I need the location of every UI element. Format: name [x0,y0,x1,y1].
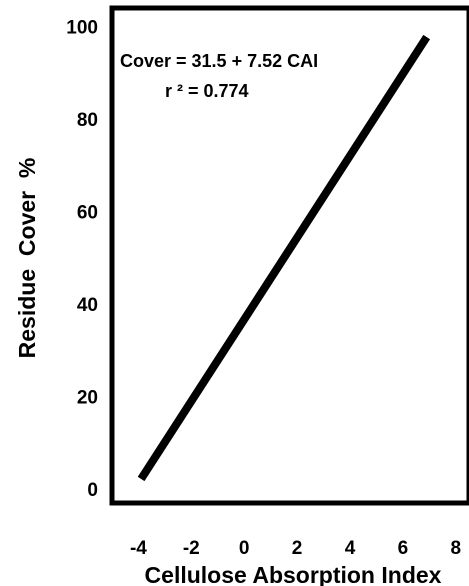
x-tick-label: 0 [239,538,250,559]
y-axis-tick-labels: 0 20 40 60 80 100 [66,18,98,502]
plot-frame [109,5,469,506]
y-tick-label: 80 [77,110,98,131]
x-axis-tick-labels: -4 -2 0 2 4 6 8 [130,538,461,559]
x-tick-label: 2 [292,538,303,559]
x-tick-label: 6 [398,538,409,559]
y-tick-label: 40 [77,295,98,316]
y-axis-title: Residue Cover % [14,158,40,359]
regression-equation: Cover = 31.5 + 7.52 CAI [120,51,318,71]
y-tick-label: 60 [77,203,98,224]
y-tick-label: 100 [66,18,98,39]
y-tick-label: 0 [87,480,98,501]
y-tick-label: 20 [77,388,98,409]
x-tick-label: -4 [130,538,147,559]
chart-marks [137,34,431,482]
x-tick-label: -2 [183,538,200,559]
x-tick-label: 4 [345,538,356,559]
r-squared-label: r ² = 0.774 [165,81,249,101]
regression-line [137,34,431,482]
x-axis-title: Cellulose Absorption Index [145,562,442,586]
x-tick-label: 8 [451,538,462,559]
